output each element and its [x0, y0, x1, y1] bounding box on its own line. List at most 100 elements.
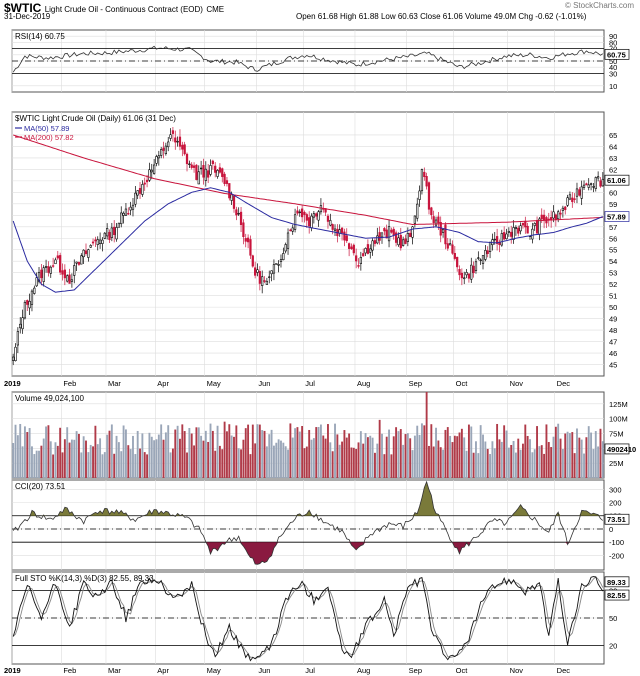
- volume-bar: [160, 424, 163, 478]
- volume-bar: [89, 444, 92, 478]
- volume-bar: [80, 452, 83, 478]
- candle-body: [192, 165, 196, 168]
- cci-panel-tick-label: -100: [609, 538, 624, 547]
- volume-bar: [38, 450, 40, 478]
- volume-bar: [425, 392, 428, 478]
- candle-body: [301, 208, 304, 218]
- volume-bar: [42, 438, 45, 478]
- candle-body: [430, 207, 433, 216]
- price-panel-tick-label: 55: [609, 246, 617, 255]
- volume-bar: [171, 448, 174, 478]
- candle-body: [148, 169, 151, 181]
- candle-body: [589, 183, 593, 185]
- volume-bar: [179, 438, 181, 478]
- candle-body: [571, 197, 574, 203]
- candle-body: [411, 226, 414, 238]
- candle-body: [392, 228, 395, 236]
- volume-bar: [153, 440, 156, 478]
- candle-body: [89, 245, 92, 248]
- volume-bar: [583, 453, 585, 478]
- candle-body: [434, 219, 438, 226]
- volume-bar: [498, 439, 501, 478]
- candle-body: [80, 255, 83, 265]
- month-label-bottom: Apr: [157, 666, 169, 675]
- volume-bar: [143, 452, 146, 478]
- chart-date: 31-Dec-2019: [4, 12, 51, 21]
- candle-body: [371, 240, 374, 251]
- sto-k-last-value-box: [604, 589, 630, 601]
- volume-bar: [359, 431, 362, 478]
- volume-bar: [113, 453, 116, 478]
- candle-body: [82, 249, 85, 258]
- candle-body: [350, 246, 353, 249]
- candle-body: [538, 218, 541, 235]
- candle-body: [575, 188, 579, 197]
- candle-body: [40, 269, 43, 279]
- month-label-bottom: May: [207, 666, 221, 675]
- volume-bar: [197, 427, 200, 478]
- volume-bar: [378, 419, 381, 478]
- candle-body: [14, 346, 17, 362]
- candle-body: [446, 243, 449, 249]
- volume-bar: [289, 423, 292, 478]
- volume-bar: [134, 454, 137, 478]
- candle-body: [500, 233, 503, 246]
- candle-body: [399, 234, 402, 249]
- rsi-line: [12, 45, 604, 73]
- sto-k-line: [12, 576, 604, 662]
- sto-title: Full STO %K(14,3) %D(3) 82.55, 89.33: [15, 574, 154, 583]
- volume-bar: [446, 427, 449, 478]
- candle-body: [141, 184, 144, 195]
- candle-body: [279, 259, 283, 262]
- volume-bar: [35, 450, 38, 478]
- month-label-bottom: Sep: [409, 666, 422, 675]
- volume-bar: [298, 431, 301, 478]
- candle-body: [423, 171, 426, 178]
- volume-bar: [489, 454, 492, 478]
- volume-bar: [75, 431, 78, 478]
- candle-body: [77, 262, 81, 265]
- volume-bar: [432, 446, 435, 478]
- volume-bar: [482, 434, 484, 478]
- month-label: 2019: [4, 379, 21, 388]
- volume-bar: [458, 432, 461, 478]
- candle-body: [418, 190, 421, 200]
- ohlc-summary: Open 61.68 High 61.88 Low 60.63 Close 61…: [296, 12, 587, 21]
- volume-bar: [129, 449, 132, 478]
- candle-body: [564, 206, 567, 211]
- volume-bar: [503, 425, 506, 478]
- cci-title: CCI(20) 73.51: [15, 482, 66, 491]
- candle-body: [160, 149, 163, 156]
- volume-bar: [190, 433, 193, 478]
- legend-entry: MA(50) 57.89: [24, 124, 69, 133]
- volume-bar: [472, 452, 475, 478]
- volume-panel-tick-label: 125M: [609, 400, 628, 409]
- volume-bar: [226, 431, 228, 478]
- volume-bar: [164, 432, 167, 478]
- candle-body: [587, 184, 590, 188]
- candle-body: [347, 243, 351, 249]
- cci-panel-tick-label: 200: [609, 499, 622, 508]
- candle-body: [127, 213, 130, 215]
- candle-body: [359, 257, 362, 264]
- volume-bar: [385, 436, 388, 478]
- candle-body: [326, 215, 330, 222]
- price-panel-tick-label: 52: [609, 280, 617, 289]
- candle-body: [514, 227, 518, 230]
- volume-bar: [538, 446, 541, 478]
- volume-bar: [463, 437, 466, 478]
- candle-body: [129, 206, 132, 211]
- volume-bar: [587, 426, 590, 478]
- candle-body: [122, 212, 125, 216]
- volume-bar: [235, 425, 238, 478]
- volume-bar: [68, 442, 71, 478]
- candle-body: [84, 250, 88, 254]
- candle-body: [385, 229, 388, 239]
- candle-body: [101, 239, 104, 244]
- candle-body: [270, 270, 273, 275]
- candle-body: [265, 280, 269, 285]
- volume-bar: [99, 438, 102, 478]
- rsi-panel-tick-label: 40: [609, 63, 617, 72]
- candle-body: [474, 261, 478, 271]
